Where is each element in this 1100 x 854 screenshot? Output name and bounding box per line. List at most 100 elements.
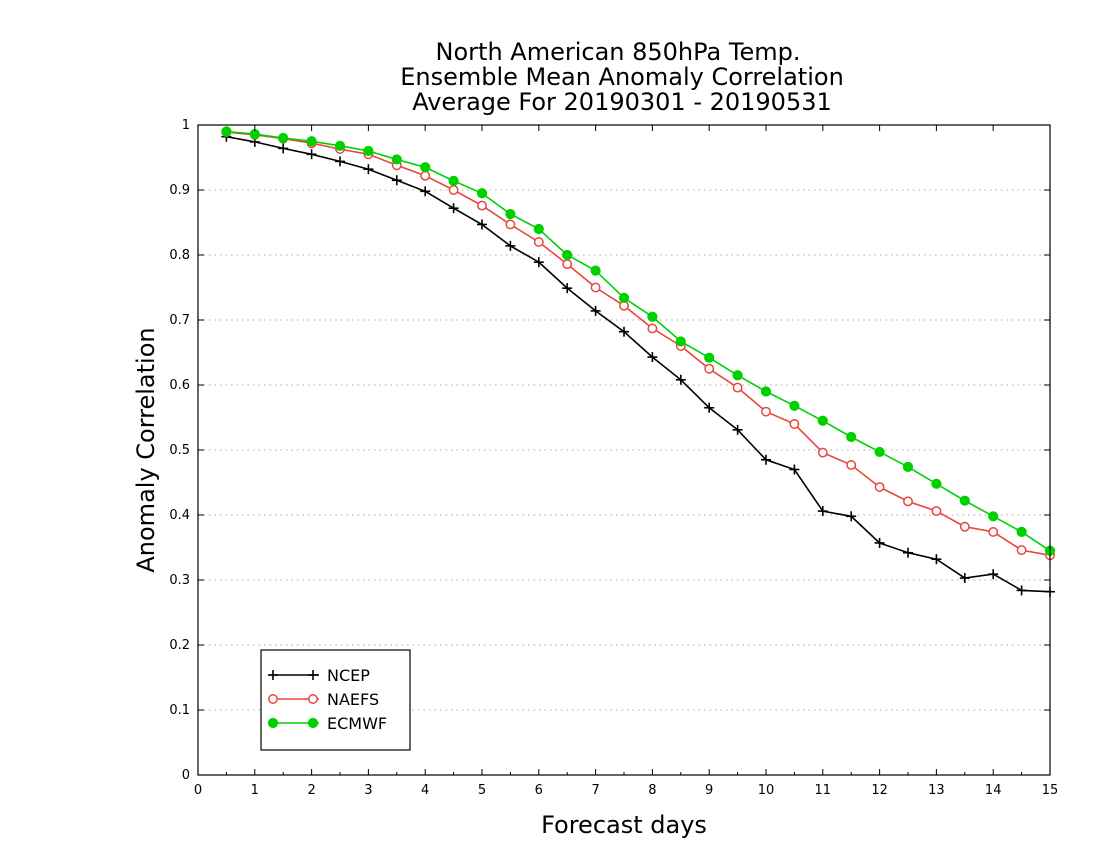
y-tick-label-2: 0.2 <box>169 638 190 653</box>
point-ncep-21 <box>817 506 828 517</box>
point-naefs-7 <box>420 170 431 181</box>
point-naefs-23 <box>874 482 885 492</box>
y-tick-label-7: 0.7 <box>169 313 190 328</box>
point-ecmwf-24 <box>902 461 914 472</box>
point-ecmwf-27 <box>988 511 999 522</box>
point-naefs-25 <box>931 506 942 517</box>
point-ncep-23 <box>874 537 885 548</box>
y-tick-label-8: 0.8 <box>169 248 190 263</box>
point-naefs-15 <box>647 323 658 334</box>
point-ecmwf-8 <box>448 175 459 186</box>
point-naefs-9 <box>477 200 487 211</box>
point-ecmwf-22 <box>846 431 857 443</box>
legend-marker-right-naefs <box>308 694 318 704</box>
point-naefs-26 <box>959 521 970 532</box>
point-naefs-12 <box>562 259 573 270</box>
point-ncep-12 <box>562 283 573 294</box>
y-tick-label-4: 0.4 <box>169 508 190 523</box>
legend-marker-right-ncep <box>308 670 318 680</box>
point-naefs-28 <box>1016 545 1027 556</box>
point-ecmwf-25 <box>931 478 942 489</box>
point-ecmwf-9 <box>476 188 488 199</box>
x-tick-label-10: 10 <box>758 783 775 798</box>
point-ecmwf-28 <box>1016 526 1027 538</box>
point-naefs-24 <box>903 496 913 507</box>
series-line-ecmwf <box>226 130 1051 552</box>
legend-marker-left-ncep <box>268 670 278 680</box>
x-tick-label-8: 8 <box>648 783 656 798</box>
point-ncep-13 <box>590 305 601 316</box>
legend: NCEP NAEFS ECMWF <box>260 649 411 751</box>
point-ecmwf-15 <box>647 311 658 322</box>
point-ncep-26 <box>959 573 970 584</box>
point-ecmwf-16 <box>675 336 686 347</box>
x-tick-label-3: 3 <box>364 783 372 798</box>
grid <box>198 189 1050 711</box>
point-ecmwf-2 <box>278 132 289 144</box>
point-ncep-17 <box>704 402 715 413</box>
point-ncep-8 <box>448 203 459 214</box>
x-tick-label-6: 6 <box>535 783 543 798</box>
point-naefs-8 <box>448 185 459 195</box>
y-tick-label-6: 0.6 <box>169 378 190 393</box>
point-naefs-11 <box>533 237 544 247</box>
point-naefs-20 <box>789 419 800 429</box>
y-tick-label-3: 0.3 <box>169 573 190 588</box>
point-ncep-4 <box>335 156 345 167</box>
x-tick-label-2: 2 <box>307 783 315 798</box>
point-ecmwf-4 <box>334 140 346 151</box>
chart-title-line-2: Ensemble Mean Anomaly Correlation <box>400 63 844 91</box>
x-tick-label-9: 9 <box>705 783 713 798</box>
y-tick-label-5: 0.5 <box>169 443 190 458</box>
point-naefs-10 <box>505 219 516 230</box>
point-ncep-11 <box>533 257 544 268</box>
point-ncep-7 <box>420 186 431 197</box>
point-ncep-25 <box>931 554 942 565</box>
x-tick-label-5: 5 <box>478 783 486 798</box>
x-tick-label-4: 4 <box>421 783 429 798</box>
point-ecmwf-19 <box>760 386 772 397</box>
x-tick-label-13: 13 <box>928 783 945 798</box>
point-naefs-18 <box>732 382 743 393</box>
point-ncep-22 <box>846 511 857 522</box>
legend-box <box>260 649 411 751</box>
x-tick-label-7: 7 <box>591 783 599 798</box>
point-ncep-5 <box>363 164 374 175</box>
point-ncep-15 <box>647 352 658 363</box>
point-ncep-14 <box>619 326 629 337</box>
point-naefs-27 <box>988 526 999 537</box>
legend-marker-right-ecmwf <box>307 717 319 729</box>
point-ncep-6 <box>391 175 402 186</box>
legend-label-naefs: NAEFS <box>327 690 379 709</box>
point-ecmwf-26 <box>959 495 970 506</box>
point-ecmwf-11 <box>533 223 544 235</box>
legend-label-ncep: NCEP <box>327 666 370 685</box>
y-axis-title: Anomaly Correlation <box>132 327 160 572</box>
point-naefs-19 <box>761 406 771 417</box>
point-naefs-21 <box>817 447 828 458</box>
point-ncep-16 <box>675 374 686 385</box>
point-ecmwf-21 <box>817 415 828 426</box>
series-line-ncep <box>226 135 1051 593</box>
chart-title: North American 850hPa Temp. Ensemble Mea… <box>400 38 844 116</box>
point-ncep-20 <box>789 464 800 475</box>
point-ncep-10 <box>505 240 516 251</box>
point-ncep-3 <box>306 149 317 160</box>
point-ecmwf-18 <box>732 370 743 381</box>
chart-title-line-3: Average For 20190301 - 20190531 <box>412 88 832 116</box>
legend-marker-left-naefs <box>268 694 278 704</box>
point-ecmwf-0 <box>221 126 232 137</box>
point-naefs-13 <box>590 282 601 293</box>
y-tick-label-9: 0.9 <box>169 183 190 198</box>
series-ecmwf <box>221 126 1056 556</box>
series-layer <box>221 126 1056 597</box>
x-tick-label-11: 11 <box>815 783 832 798</box>
point-ncep-28 <box>1016 585 1027 596</box>
point-ecmwf-10 <box>505 208 516 220</box>
point-ncep-9 <box>477 219 487 230</box>
point-ecmwf-14 <box>618 292 630 303</box>
y-tick-label-1: 0.1 <box>169 703 190 718</box>
point-ncep-27 <box>988 569 999 580</box>
